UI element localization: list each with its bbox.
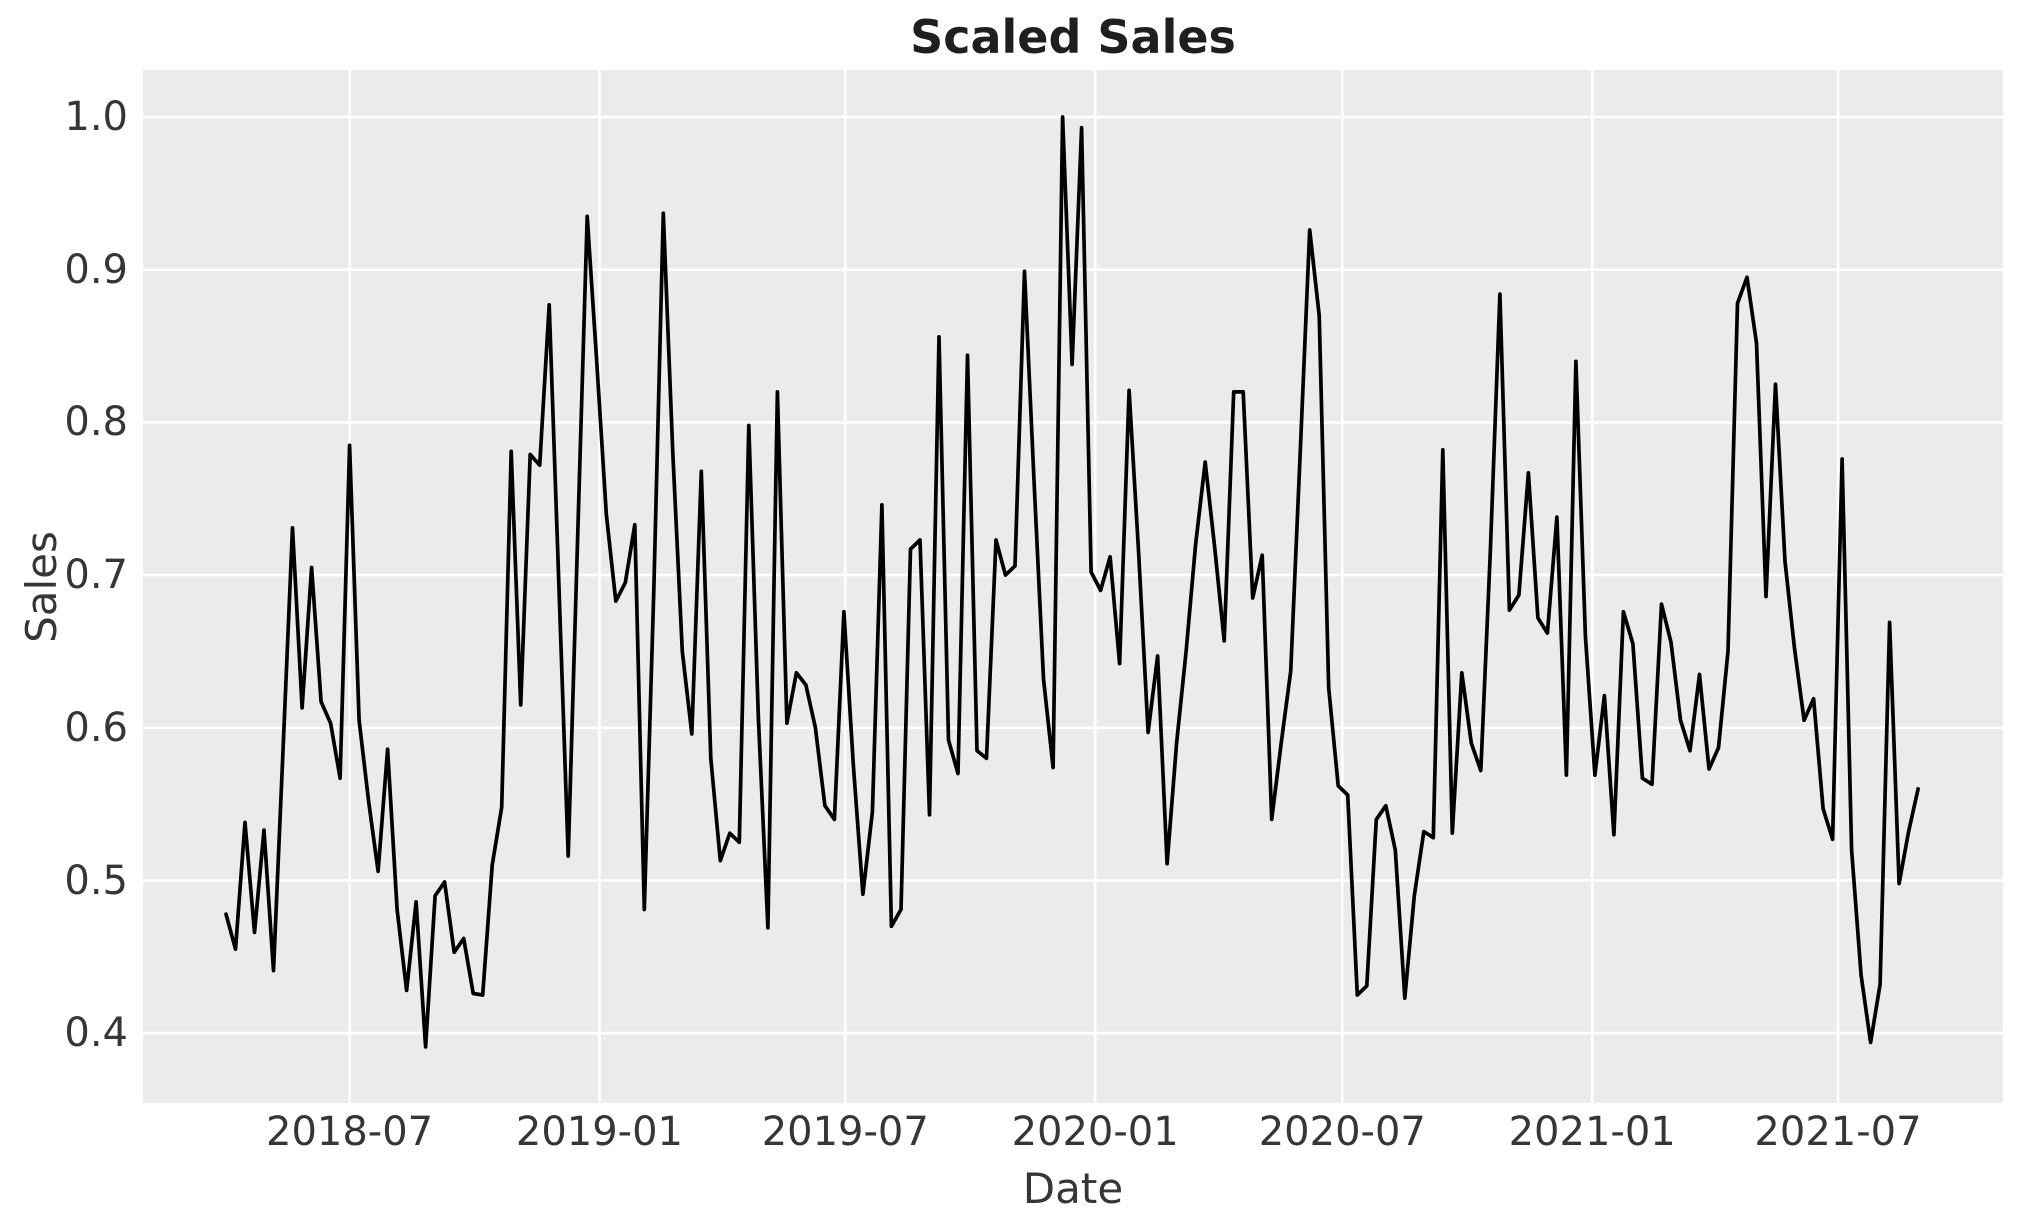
x-tick-label: 2018-07 <box>266 1109 434 1155</box>
y-tick-label: 0.6 <box>64 704 128 751</box>
y-tick-label: 0.8 <box>64 399 128 446</box>
line-plot <box>143 70 2003 1103</box>
sales-series-line <box>224 115 1920 1049</box>
y-tick-label: 1.0 <box>64 94 128 140</box>
x-axis-label: Date <box>1022 1164 1124 1213</box>
x-tick-label: 2021-01 <box>1508 1109 1676 1155</box>
y-tick-label: 0.4 <box>64 1010 128 1057</box>
y-tick-label: 0.7 <box>64 552 128 599</box>
x-tick-label: 2020-07 <box>1258 1109 1426 1155</box>
x-tick-label: 2019-07 <box>761 1109 929 1155</box>
x-tick-label: 2020-01 <box>1011 1109 1179 1155</box>
y-tick-label: 0.5 <box>64 857 128 904</box>
x-tick-label: 2019-01 <box>515 1109 684 1155</box>
chart-title: Scaled Sales <box>910 10 1236 64</box>
y-tick-label: 0.9 <box>64 246 128 293</box>
x-tick-label: 2021-07 <box>1754 1109 1922 1155</box>
plot-panel <box>143 70 2003 1103</box>
